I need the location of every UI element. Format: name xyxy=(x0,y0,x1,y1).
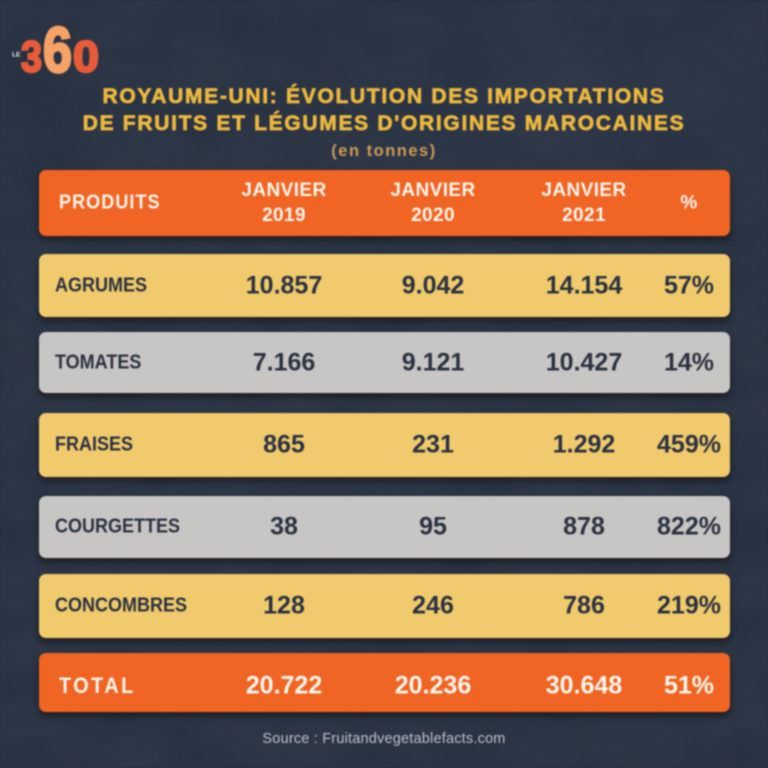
svg-text:LE: LE xyxy=(12,52,21,59)
svg-text:6: 6 xyxy=(43,16,72,82)
svg-text:3: 3 xyxy=(21,33,42,82)
svg-text:0: 0 xyxy=(73,33,99,82)
